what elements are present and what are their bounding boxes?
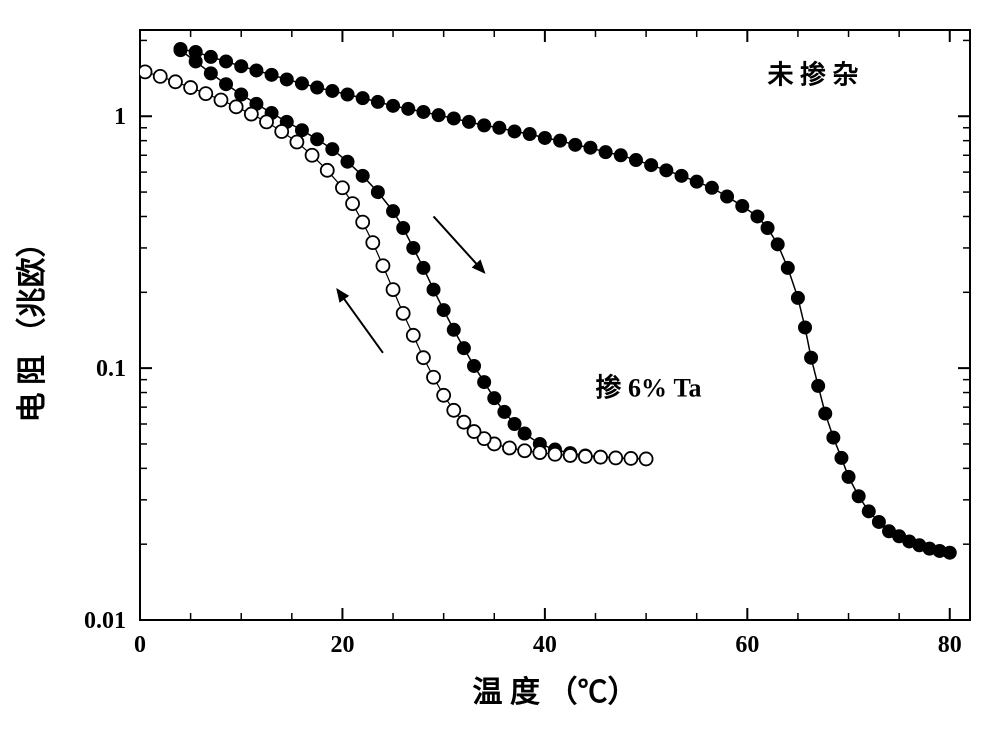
x-tick-label: 80 [938, 632, 962, 658]
x-tick-label: 40 [533, 632, 557, 658]
x-tick-label: 20 [330, 632, 354, 658]
chart-svg: 0 20 40 60 80 0.01 0.1 1 温 度 （℃） 电 阻 （兆欧） 未 掺 杂掺 6… [0, 0, 1000, 748]
series-label-ta-heating: 掺 6% Ta [595, 373, 701, 403]
x-axis-label: 温 度 （℃） [473, 675, 638, 709]
y-tick-label: 1 [114, 104, 126, 130]
y-tick-label: 0.1 [96, 356, 126, 382]
y-axis-label: 电 阻 （兆欧） [15, 228, 49, 423]
y-tick-label: 0.01 [84, 608, 126, 634]
x-tick-label: 60 [735, 632, 759, 658]
resistance-vs-temperature-chart: 0 20 40 60 80 0.01 0.1 1 温 度 （℃） 电 阻 （兆欧） 未 掺 杂掺 6… [0, 0, 1000, 748]
x-tick-label: 0 [134, 632, 146, 658]
series-label-undoped: 未 掺 杂 [768, 59, 859, 89]
